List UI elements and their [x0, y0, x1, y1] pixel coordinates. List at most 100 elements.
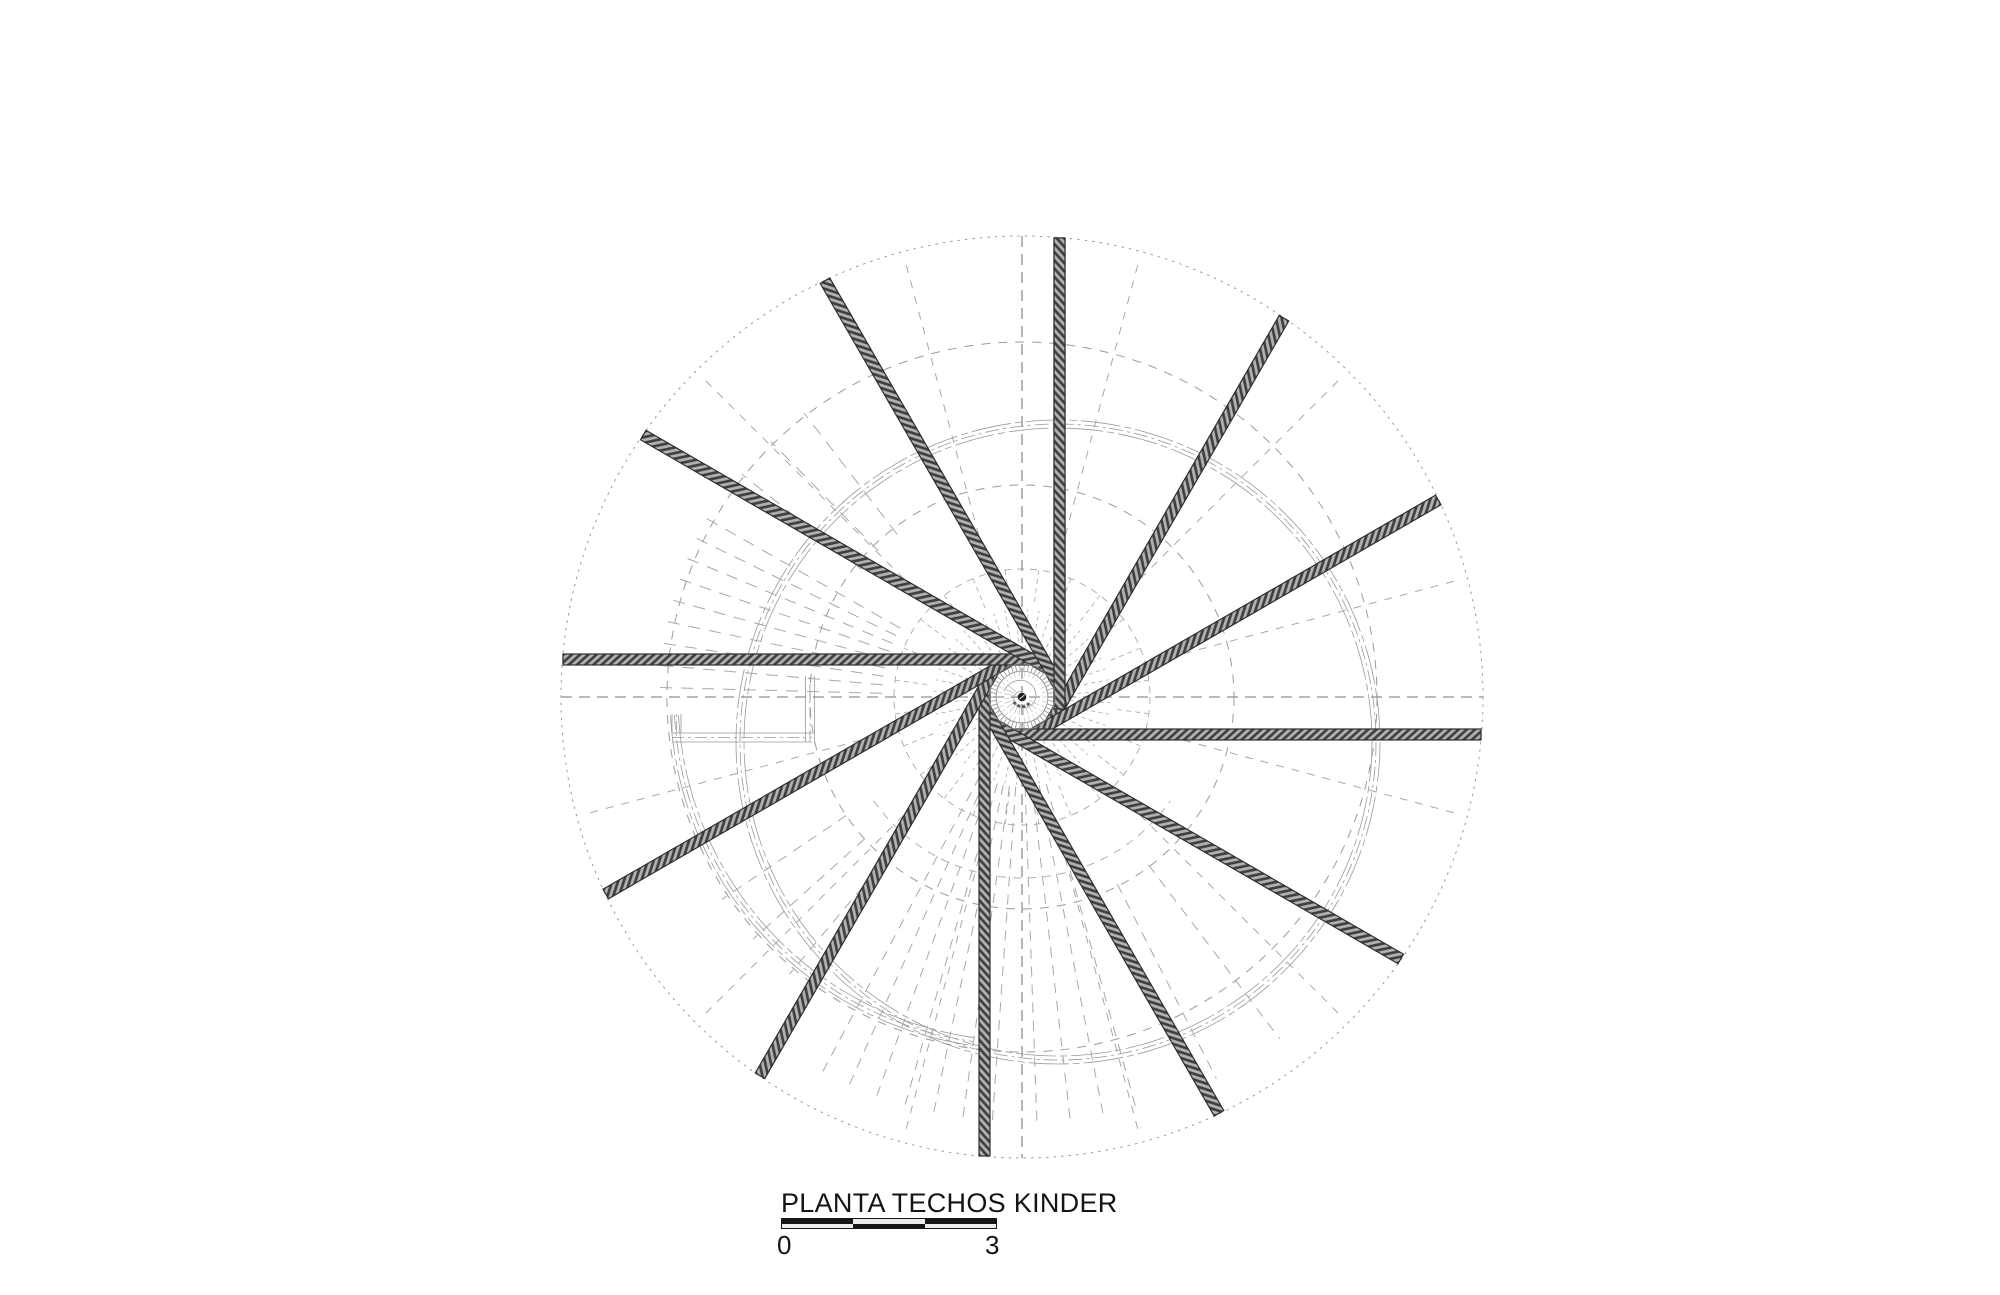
hub-stair-tread [1003, 693, 1015, 696]
hub-sunburst [1004, 610, 1013, 650]
scale-bar-segment [924, 1219, 996, 1224]
hub-stair-tread [1004, 699, 1015, 704]
hub-band-tick [997, 691, 1002, 693]
hub-band-tick [1038, 681, 1043, 686]
main-spokes [903, 257, 988, 567]
hub-band-tick [1038, 708, 1043, 713]
hub-sunburst-2 [918, 755, 947, 777]
hub-band-tick [1001, 681, 1006, 686]
spokes-lower-right [1148, 864, 1280, 1040]
scale-label-end: 3 [985, 1230, 1000, 1260]
hub-band-ring [996, 671, 1048, 723]
fan-lower-left [818, 776, 981, 1079]
hub-tick [1030, 666, 1034, 673]
hub-sunburst [1069, 679, 1109, 688]
roof-beam [1009, 728, 1482, 741]
hub-sunburst-2 [1110, 646, 1143, 661]
hub-tick [1027, 665, 1029, 672]
fan-lower-left [845, 778, 986, 1092]
hub-tick [1048, 692, 1055, 694]
hub-stair-tread [1003, 697, 1015, 699]
drawing-title: PLANTA TECHOS KINDER [781, 1188, 1118, 1218]
main-spokes [1152, 578, 1462, 663]
fan-lower-right [1038, 785, 1105, 1122]
hub-tick [992, 683, 998, 687]
main-spokes [1056, 257, 1141, 567]
hub-tick [996, 676, 1002, 681]
hub-tick [1036, 718, 1042, 724]
hub-sunburst [993, 613, 1007, 652]
hub-band-tick [1032, 714, 1035, 719]
fan-upper-left-outer [803, 412, 898, 535]
roof-edge-tail [674, 715, 974, 1042]
hub-tick [1046, 707, 1052, 711]
hub-sunburst [963, 732, 991, 764]
hub-tick [1006, 720, 1011, 727]
hub-sunburst [1053, 630, 1081, 662]
hub-band-tick [1042, 701, 1047, 703]
hub-tick [1039, 673, 1045, 678]
roof-edge-tail [670, 715, 974, 1046]
hub-tick [1042, 676, 1048, 681]
hub-sunburst [1031, 744, 1040, 784]
hub-sunburst-2 [1097, 755, 1126, 777]
hub-band-tick [1009, 714, 1012, 719]
main-spokes [699, 792, 927, 1020]
hub-band-tick [1035, 678, 1040, 682]
hub-tick [1015, 722, 1017, 729]
hub-tick [1044, 710, 1050, 715]
hub-tick [990, 687, 997, 691]
roof-beam [989, 717, 1405, 965]
hub-tick [1039, 716, 1045, 721]
hub-tick [1002, 718, 1008, 724]
hub-sunburst [1069, 706, 1109, 715]
hub-stair-tread [1029, 700, 1039, 706]
hub-sunburst-2 [1004, 568, 1010, 602]
hub-sunburst [934, 690, 975, 695]
hub-tick [989, 692, 996, 694]
hub-sunburst [938, 668, 977, 682]
main-spokes [1152, 731, 1462, 816]
hub-tick [1047, 703, 1054, 707]
fan-lower-left [991, 786, 1017, 1128]
scale-bar-segment [853, 1223, 925, 1228]
hub-stair-tread [1005, 688, 1015, 694]
hub-sunburst [938, 712, 977, 726]
fan-upper-left [673, 599, 888, 661]
hub-sunburst [1053, 732, 1081, 764]
main-spokes [582, 731, 892, 816]
hub-sunburst [1067, 668, 1106, 682]
center-hub [988, 663, 1056, 731]
fan-upper-left [660, 687, 883, 694]
hub-sunburst-2 [901, 733, 934, 748]
hub-band-tick [1009, 675, 1012, 680]
hub-sunburst-2 [893, 709, 927, 715]
hub-sunburst [1004, 744, 1013, 784]
hub-tick [1010, 666, 1014, 673]
hub-tick [1002, 670, 1008, 676]
hub-sunburst-2 [971, 576, 986, 609]
hub-sunburst [942, 717, 980, 737]
hub-band-tick [1028, 672, 1031, 678]
hub-band-tick [1035, 712, 1040, 716]
hub-band-tick [1004, 678, 1009, 682]
hub-sunburst [948, 647, 983, 671]
scale-bar-segment [924, 1223, 996, 1228]
hub-tick [996, 713, 1002, 718]
hub-sunburst [935, 706, 975, 715]
fan-lower-left [931, 784, 1004, 1120]
hub-tick [992, 707, 998, 711]
fan-lower-right [1024, 786, 1038, 1129]
hub-sunburst-2 [1080, 593, 1102, 622]
hub-sunburst [972, 736, 996, 771]
hub-sunburst [1037, 613, 1051, 652]
roof-edge-ring [739, 423, 1377, 1061]
hub-band-tick [998, 705, 1004, 708]
fan-lower-right [1031, 786, 1072, 1127]
spokes-lower-left [721, 815, 847, 900]
guide-circle-ring-181 [873, 800, 1171, 879]
hub-sunburst [963, 630, 991, 662]
hub-sunburst [1067, 712, 1106, 726]
hub-sunburst-2 [1117, 709, 1151, 715]
hub-tick [1030, 721, 1034, 728]
